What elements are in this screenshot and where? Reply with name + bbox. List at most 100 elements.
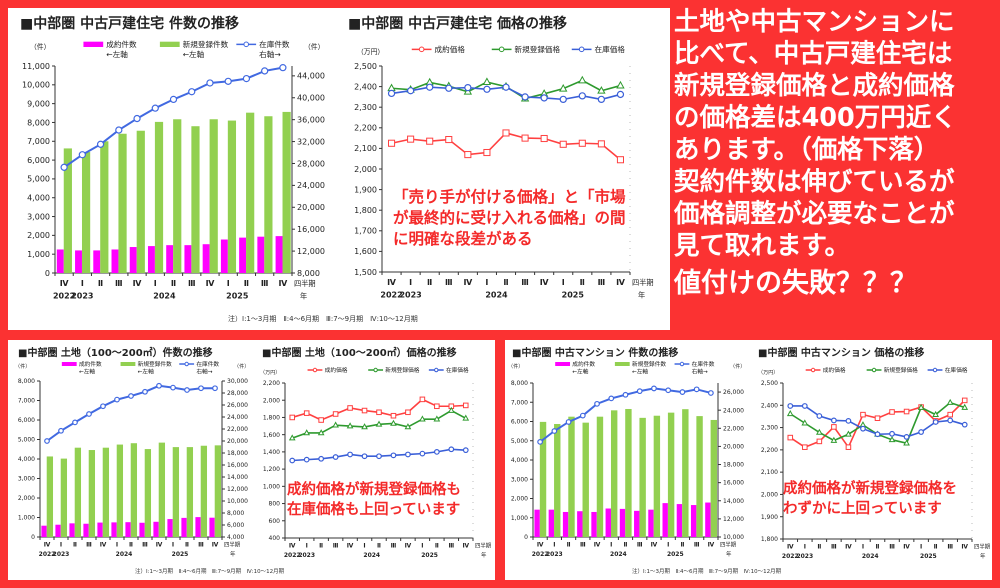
- x-tick-label: Ⅰ: [920, 544, 922, 551]
- x-tick-label: Ⅳ: [903, 544, 910, 551]
- data-point: [332, 454, 339, 460]
- y-tick-label: 6,000: [18, 417, 35, 424]
- footnote-land: 注）Ⅰ:1〜3月期 Ⅱ:4〜6月期 Ⅲ:7〜9月期 Ⅳ:10〜12月期: [135, 569, 285, 575]
- legend-label: 在庫価格: [595, 44, 626, 54]
- legend-marker: [871, 367, 877, 373]
- footnote-mansion: 注）Ⅰ:1〜3月期 Ⅱ:4〜6月期 Ⅲ:7〜9月期 Ⅳ:10〜12月期: [632, 569, 782, 575]
- y-tick-label: 2,500: [354, 62, 377, 71]
- data-point: [405, 451, 411, 458]
- x-tick-label: Ⅳ: [278, 279, 287, 288]
- y-tick-label: 3,000: [27, 212, 50, 221]
- annotation-house-price: 「売り手が付ける価格」と「市場 が最終的に受け入れる価格」の間 に明確な段差があ…: [393, 187, 626, 250]
- y-axis-unit-left: （件）: [15, 363, 30, 370]
- data-point: [816, 438, 823, 445]
- data-point: [184, 387, 190, 393]
- x-tick-label: Ⅲ: [521, 278, 529, 287]
- y-tick-label: 2,400: [761, 402, 778, 409]
- legend-marker: [498, 46, 505, 53]
- data-point: [317, 429, 325, 436]
- legend-label: 成約価格: [435, 44, 466, 54]
- data-point: [387, 139, 396, 147]
- y-tick-label-right: 22,000: [723, 425, 744, 432]
- x-tick-label: Ⅳ: [845, 544, 852, 551]
- bar-new-listing: [568, 416, 575, 537]
- panel-house: [8, 8, 670, 330]
- x-axis-suffix: 四半期: [475, 542, 491, 550]
- year-label: 2022: [284, 552, 301, 559]
- data-point: [961, 403, 969, 410]
- bar-new-listing: [191, 126, 200, 273]
- y-tick-label: 6,000: [27, 156, 50, 165]
- data-point: [464, 151, 472, 159]
- year-label: 2025: [226, 292, 249, 301]
- data-point: [815, 428, 823, 435]
- data-point: [242, 74, 251, 83]
- bar-contract: [139, 522, 145, 537]
- data-point: [559, 83, 568, 92]
- chart-0: 0 1,000 2,000 3,000 4,000 5,000 6,000 7,000 8,00…: [22, 39, 325, 301]
- y-tick-label-right: 16,000: [723, 480, 744, 487]
- data-point: [426, 137, 434, 145]
- y-tick-label: 1,000: [511, 515, 528, 522]
- bar-contract: [619, 508, 626, 537]
- year-label: 2022: [39, 551, 56, 558]
- data-point: [665, 387, 672, 394]
- y-tick-label: 1,500: [354, 268, 377, 277]
- year-label: 2022: [782, 553, 799, 560]
- legend-label: 在庫件数: [259, 39, 290, 49]
- y-tick-label-right: 24,000: [297, 181, 325, 190]
- x-axis-year-suffix: 年: [726, 550, 732, 558]
- y-tick-label: 8,000: [18, 378, 35, 385]
- y-tick-label: 4,000: [511, 457, 528, 464]
- x-tick-label: Ⅰ: [306, 543, 308, 550]
- x-tick-label: Ⅱ: [129, 542, 133, 549]
- data-point: [483, 85, 491, 93]
- data-point: [462, 414, 470, 421]
- data-point: [405, 409, 411, 416]
- x-tick-label: Ⅰ: [60, 542, 62, 549]
- footnote-top: 注）Ⅰ:1〜3月期 Ⅱ:4〜6月期 Ⅲ:7〜9月期 Ⅳ:10〜12月期: [228, 315, 418, 323]
- annotation-land-price: 成約価格が新規登録価格も 在庫価格も上回っています: [287, 480, 461, 520]
- data-point: [537, 439, 543, 445]
- year-label: 2023: [399, 291, 421, 300]
- year-label: 2025: [172, 551, 189, 558]
- x-tick-label: Ⅲ: [391, 543, 397, 550]
- year-label: 2024: [363, 552, 380, 559]
- data-point: [903, 408, 910, 415]
- annotation-line: 在庫価格も上回っています: [287, 502, 461, 518]
- annotation-line: 成約価格が新規登録価格も: [287, 482, 461, 498]
- data-point: [279, 64, 287, 72]
- x-tick-label: Ⅲ: [448, 543, 454, 550]
- x-tick-label: Ⅰ: [172, 542, 174, 549]
- data-point: [212, 385, 218, 392]
- data-point: [947, 411, 953, 418]
- legend-label: 在庫価格: [446, 366, 469, 374]
- data-point: [578, 75, 587, 84]
- y-tick-label: 11,000: [22, 62, 50, 71]
- y-tick-label: 1,000: [263, 483, 280, 490]
- data-point: [303, 456, 310, 463]
- bar-new-listing: [173, 119, 182, 273]
- commentary: 土地や中古マンションに 比べて、中古戸建住宅は 新規登録価格と成約価格 の価格差…: [674, 6, 998, 300]
- legend-swatch: [83, 41, 104, 47]
- data-point: [932, 410, 940, 417]
- y-tick-label: 0: [524, 534, 528, 541]
- commentary-line: あります。（価格下落）: [674, 135, 940, 165]
- data-point: [114, 396, 120, 403]
- x-tick-label: Ⅰ: [81, 279, 84, 288]
- year-label: 2024: [862, 553, 879, 560]
- y-axis-unit-right: （件）: [234, 363, 249, 370]
- y-tick-label: 3,000: [511, 476, 528, 483]
- data-point: [78, 151, 86, 159]
- x-tick-label: Ⅳ: [206, 279, 215, 288]
- x-tick-label: Ⅲ: [831, 544, 837, 551]
- data-point: [433, 415, 441, 422]
- x-tick-label: Ⅱ: [876, 544, 880, 551]
- bar-contract: [111, 522, 117, 537]
- data-point: [540, 134, 548, 143]
- bar-contract: [41, 525, 47, 537]
- data-point: [961, 397, 968, 404]
- data-point: [390, 412, 397, 419]
- y-tick-label-right: 20,000: [227, 438, 248, 445]
- data-point: [597, 95, 606, 104]
